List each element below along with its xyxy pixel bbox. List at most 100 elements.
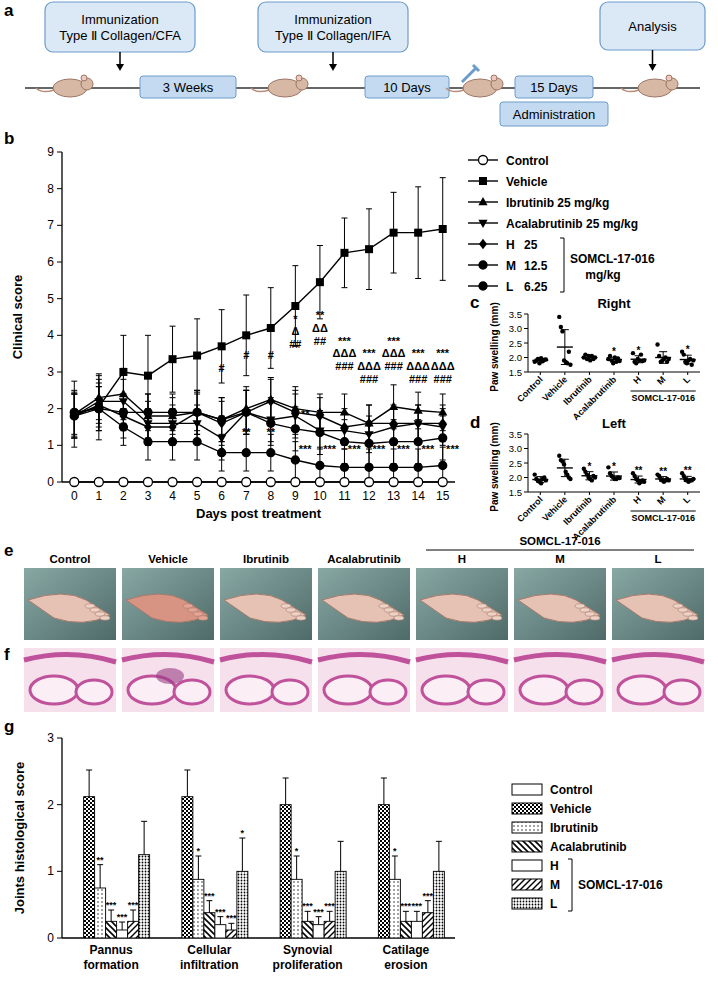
label: 4 xyxy=(169,489,176,503)
infiltrate xyxy=(156,668,184,684)
significance: *** xyxy=(412,901,423,911)
chart-g: 0123Joints histological scorePannusforma… xyxy=(12,731,663,972)
toe xyxy=(580,608,590,612)
label: a xyxy=(4,1,14,20)
paw xyxy=(616,594,698,622)
toe xyxy=(193,612,203,616)
label: 15 xyxy=(436,489,450,503)
label: 3.0 xyxy=(509,323,522,334)
plot-area xyxy=(84,770,445,938)
significance: *** xyxy=(302,901,313,911)
tissue xyxy=(76,680,112,704)
error-bar xyxy=(585,356,593,359)
annotation: ΔΔΔ xyxy=(406,360,430,372)
annotation: ## xyxy=(289,338,301,350)
error-bar xyxy=(145,394,151,438)
paw xyxy=(224,594,306,622)
tissue xyxy=(226,676,274,704)
marker xyxy=(193,478,202,487)
error-bar xyxy=(684,355,692,364)
box xyxy=(600,2,705,50)
label: Type Ⅱ Collagen/IFA xyxy=(275,28,391,43)
marker xyxy=(119,423,127,431)
histology-bg xyxy=(24,648,116,712)
label: 10 xyxy=(313,489,327,503)
label: 12 xyxy=(362,489,376,503)
x-tick xyxy=(638,492,639,495)
annotation: # xyxy=(219,362,225,374)
y-axis xyxy=(61,738,62,938)
significance: ** xyxy=(97,855,105,865)
photo-bg xyxy=(24,568,116,640)
legend-label: Acalabrutinib xyxy=(550,840,627,854)
marker xyxy=(94,478,103,487)
group-line xyxy=(426,550,694,551)
label: 9 xyxy=(47,145,54,159)
series-line xyxy=(74,401,442,438)
x-tick xyxy=(540,372,541,375)
bar xyxy=(73,938,84,939)
mouse-ear xyxy=(666,75,672,81)
toe xyxy=(590,616,600,620)
legend-label: M xyxy=(506,259,516,273)
legend-swatch xyxy=(512,822,542,833)
chart-b: 01234567890123456789101112131415Days pos… xyxy=(10,145,655,521)
marker xyxy=(439,225,447,233)
arrow xyxy=(652,50,654,66)
point xyxy=(557,454,561,458)
label: 3.5 xyxy=(509,429,522,440)
label: 0 xyxy=(47,475,54,489)
significance: * xyxy=(241,828,245,838)
bar xyxy=(400,921,411,938)
label: 9 xyxy=(292,489,299,503)
marker xyxy=(316,278,324,286)
error-bar xyxy=(141,821,147,854)
label: d xyxy=(470,413,480,432)
tissue xyxy=(566,680,602,704)
bar xyxy=(280,805,291,938)
annotation: *** xyxy=(387,335,401,347)
marker xyxy=(193,407,201,417)
significance: * xyxy=(637,345,641,356)
mouse xyxy=(251,75,308,97)
marker xyxy=(95,405,103,413)
marker xyxy=(218,416,226,424)
label: Vehicle xyxy=(148,553,188,565)
error-bar xyxy=(194,319,200,392)
label: SOMCL-17-016 xyxy=(631,513,695,523)
significance: ** xyxy=(635,465,643,476)
label-part: Pannus xyxy=(89,943,133,957)
annotation: * xyxy=(220,445,225,457)
toe xyxy=(198,616,208,620)
label: 2.5 xyxy=(509,338,522,349)
label: 2 xyxy=(120,489,127,503)
marker xyxy=(70,478,79,487)
toe xyxy=(482,608,492,612)
toe xyxy=(384,608,394,612)
annotation: ** xyxy=(316,309,325,321)
label: Administration xyxy=(513,107,595,122)
label: Acalabrutinib xyxy=(327,553,400,565)
error-bar xyxy=(71,394,77,438)
point xyxy=(532,472,536,476)
y-tick xyxy=(524,434,528,435)
histology xyxy=(24,648,116,712)
marker xyxy=(119,368,127,376)
error-bar xyxy=(403,911,409,921)
error-bar xyxy=(228,923,234,930)
significance: *** xyxy=(204,891,215,901)
legend-label: Control xyxy=(506,154,549,168)
y-tick xyxy=(57,804,62,805)
x-tick xyxy=(589,372,590,375)
label: 1 xyxy=(96,489,103,503)
marker xyxy=(439,434,447,442)
error-bar xyxy=(97,865,103,888)
significance: ** xyxy=(684,465,692,476)
label: 0 xyxy=(47,931,54,945)
arrow-head xyxy=(649,64,657,71)
label: 6 xyxy=(218,489,225,503)
marker xyxy=(119,478,128,487)
histology-bg xyxy=(318,648,410,712)
label: H xyxy=(631,494,643,506)
significance: * xyxy=(612,461,616,472)
